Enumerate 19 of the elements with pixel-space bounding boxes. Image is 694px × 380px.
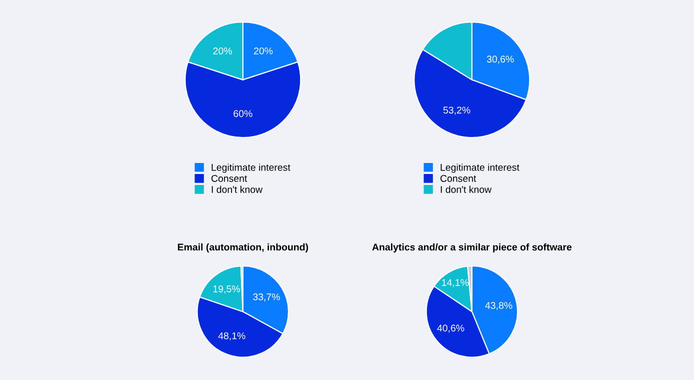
data-label: 48,1% [218,332,246,340]
data-label: 53,2% [443,106,470,115]
data-label: 30,6% [486,56,514,64]
legend-label: I don't know [440,186,492,193]
legend-label: Consent [440,175,476,182]
data-label: 14,1% [442,279,469,288]
data-label: 60% [234,110,252,118]
legend-label: I don't know [212,186,263,193]
data-label: 20% [213,47,232,54]
legend-label: Legitimate interest [212,164,290,173]
data-label: 20% [254,47,273,54]
legend-label: Consent [211,175,248,182]
data-label: 33,7% [253,293,280,302]
legend-label: Legitimate interest [440,164,520,173]
chart-title: Email (automation, inbound) [178,243,308,252]
data-label: 40,6% [437,324,464,333]
data-label: 19,5% [213,285,240,294]
data-label: 43,8% [485,302,512,310]
chart-title: Analytics and/or a similar piece of software [372,243,572,252]
